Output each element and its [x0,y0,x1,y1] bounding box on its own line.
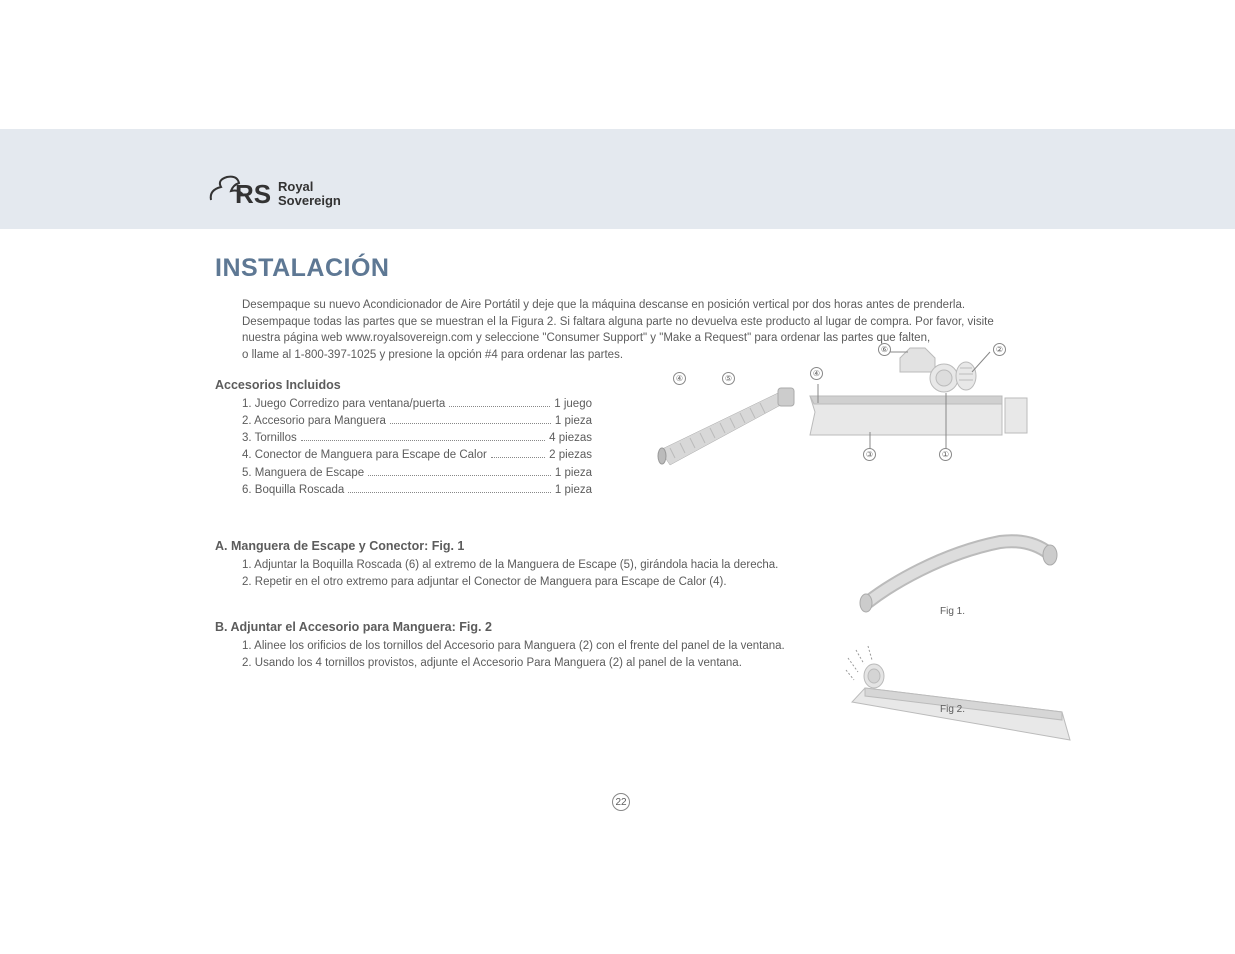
accessory-qty: 1 juego [554,396,592,413]
callout-4b: ④ [810,367,823,380]
logo-rs-text: RS [235,179,271,209]
accessory-qty: 4 piezas [549,430,592,447]
accessory-name: 3. Tornillos [242,430,297,447]
callout-2: ② [993,343,1006,356]
accessory-qty: 1 pieza [555,413,592,430]
callout-6: ⑥ [878,343,891,356]
figure-2: Fig 2. [840,640,1075,750]
callout-1: ① [939,448,952,461]
fig2-label: Fig 2. [940,704,965,715]
accessory-qty: 2 piezas [549,447,592,464]
dotted-leader [301,440,545,441]
accessory-row: 6. Boquilla Roscada 1 pieza [242,482,592,499]
dotted-leader [368,475,551,476]
accessory-name: 4. Conector de Manguera para Escape de C… [242,447,487,464]
page-number: 22 [612,793,630,811]
intro-line-1: Desempaque su nuevo Acondicionador de Ai… [242,299,994,344]
page-title: INSTALACIÓN [215,254,1038,283]
parts-diagram: ④ ⑤ ④ ⑥ ② ③ ① [650,340,1050,490]
header-band [0,129,1235,229]
accessory-qty: 1 pieza [555,482,592,499]
hose-illustration [658,388,794,465]
logo-sovereign-text: Sovereign [278,193,341,208]
accessory-row: 5. Manguera de Escape 1 pieza [242,465,592,482]
window-slider-illustration [810,348,1027,450]
logo-royal-text: Royal [278,179,313,194]
dotted-leader [491,457,545,458]
dotted-leader [449,406,550,407]
accessory-row: 3. Tornillos 4 piezas [242,430,592,447]
accessory-qty: 1 pieza [555,465,592,482]
accessory-row: 1. Juego Corredizo para ventana/puerta 1 … [242,396,592,413]
intro-line-2: o llame al 1-800-397-1025 y presione la … [242,349,623,361]
accessory-row: 4. Conector de Manguera para Escape de C… [242,447,592,464]
accessory-name: 1. Juego Corredizo para ventana/puerta [242,396,445,413]
section-b-title: B. Adjuntar el Accesorio para Manguera: … [215,620,1038,634]
dotted-leader [348,492,551,493]
dotted-leader [390,423,551,424]
accessory-row: 2. Accesorio para Manguera 1 pieza [242,413,592,430]
callout-4a: ④ [673,372,686,385]
accessory-name: 6. Boquilla Roscada [242,482,344,499]
brand-logo: RS Royal Sovereign [203,165,353,220]
callout-3: ③ [863,448,876,461]
fig1-label: Fig 1. [940,606,965,617]
accessory-name: 5. Manguera de Escape [242,465,364,482]
callout-5: ⑤ [722,372,735,385]
figure-1: Fig 1. [850,530,1060,620]
accessory-name: 2. Accesorio para Manguera [242,413,386,430]
